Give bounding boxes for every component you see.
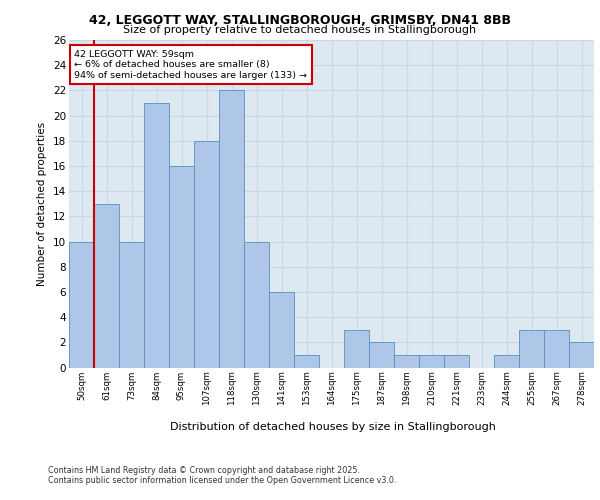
Bar xyxy=(444,355,469,368)
Bar xyxy=(269,292,294,368)
Text: 42, LEGGOTT WAY, STALLINGBOROUGH, GRIMSBY, DN41 8BB: 42, LEGGOTT WAY, STALLINGBOROUGH, GRIMSB… xyxy=(89,14,511,27)
Bar xyxy=(69,242,94,368)
Text: Size of property relative to detached houses in Stallingborough: Size of property relative to detached ho… xyxy=(124,25,476,35)
Bar xyxy=(519,330,544,368)
Text: Distribution of detached houses by size in Stallingborough: Distribution of detached houses by size … xyxy=(170,422,496,432)
Bar xyxy=(244,242,269,368)
Bar xyxy=(169,166,194,368)
Bar xyxy=(94,204,119,368)
Bar xyxy=(369,342,394,367)
Bar xyxy=(494,355,519,368)
Y-axis label: Number of detached properties: Number of detached properties xyxy=(37,122,47,286)
Bar xyxy=(144,103,169,368)
Bar xyxy=(544,330,569,368)
Bar xyxy=(219,90,244,368)
Bar xyxy=(294,355,319,368)
Text: Contains HM Land Registry data © Crown copyright and database right 2025.
Contai: Contains HM Land Registry data © Crown c… xyxy=(48,466,397,485)
Bar xyxy=(419,355,444,368)
Bar xyxy=(194,141,219,368)
Bar xyxy=(344,330,369,368)
Text: 42 LEGGOTT WAY: 59sqm
← 6% of detached houses are smaller (8)
94% of semi-detach: 42 LEGGOTT WAY: 59sqm ← 6% of detached h… xyxy=(74,50,307,80)
Bar xyxy=(119,242,144,368)
Bar xyxy=(569,342,594,367)
Bar xyxy=(394,355,419,368)
